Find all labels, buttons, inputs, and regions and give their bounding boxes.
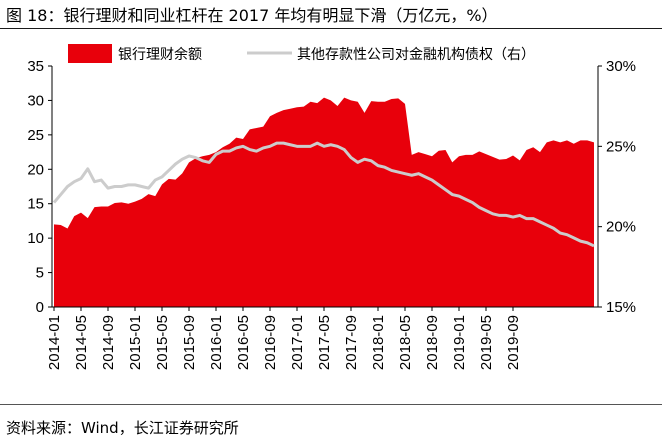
x-tick-label: 2014-01 — [46, 315, 63, 370]
x-tick-label: 2018-05 — [397, 315, 414, 370]
legend-swatch-wealth-balance — [68, 44, 112, 63]
series-line-interbank-claims — [52, 141, 595, 248]
legend-label-wealth-balance: 银行理财余额 — [118, 46, 202, 63]
x-tick-label: 2018-01 — [370, 315, 387, 370]
x-tick-label: 2019-05 — [478, 315, 495, 370]
y-left-tick-label: 15 — [27, 196, 44, 213]
x-tick-label: 2014-09 — [100, 315, 117, 370]
x-tick-label: 2016-09 — [262, 315, 279, 370]
x-tick-label: 2017-01 — [289, 315, 306, 370]
series-area-wealth-balance — [54, 97, 594, 307]
y-left-tick-label: 5 — [36, 265, 44, 282]
source-divider — [0, 404, 662, 405]
x-tick-label: 2017-09 — [343, 315, 360, 370]
x-tick-label: 2019-09 — [505, 315, 522, 370]
y-left-tick-label: 30 — [27, 92, 44, 109]
x-tick-label: 2016-01 — [208, 315, 225, 370]
legend-label-interbank-claims: 其他存款性公司对金融机构债权（右） — [297, 47, 535, 63]
x-tick-label: 2016-05 — [235, 315, 252, 370]
x-tick-label: 2018-09 — [424, 315, 441, 370]
y-left-tick-label: 0 — [36, 299, 44, 316]
x-tick-label: 2019-01 — [451, 315, 468, 370]
y-right-tick-label: 25% — [606, 138, 636, 155]
x-tick-label: 2015-09 — [181, 315, 198, 370]
y-left-tick-label: 10 — [27, 230, 44, 247]
y-left-tick-label: 25 — [27, 127, 44, 144]
title-divider — [0, 28, 662, 29]
y-left-tick-label: 20 — [27, 161, 44, 178]
x-tick-label: 2017-05 — [316, 315, 333, 370]
source-note: 资料来源：Wind，长江证券研究所 — [6, 419, 239, 437]
x-tick-label: 2014-05 — [73, 315, 90, 370]
x-tick-label: 2015-05 — [154, 315, 171, 370]
figure-title: 图 18：银行理财和同业杠杆在 2017 年均有明显下滑（万亿元，%） — [6, 6, 498, 25]
y-left-tick-label: 35 — [27, 58, 44, 75]
y-right-tick-label: 20% — [606, 219, 636, 236]
y-right-tick-label: 15% — [606, 299, 636, 316]
x-tick-label: 2015-01 — [127, 315, 144, 370]
y-right-tick-label: 30% — [606, 58, 636, 75]
